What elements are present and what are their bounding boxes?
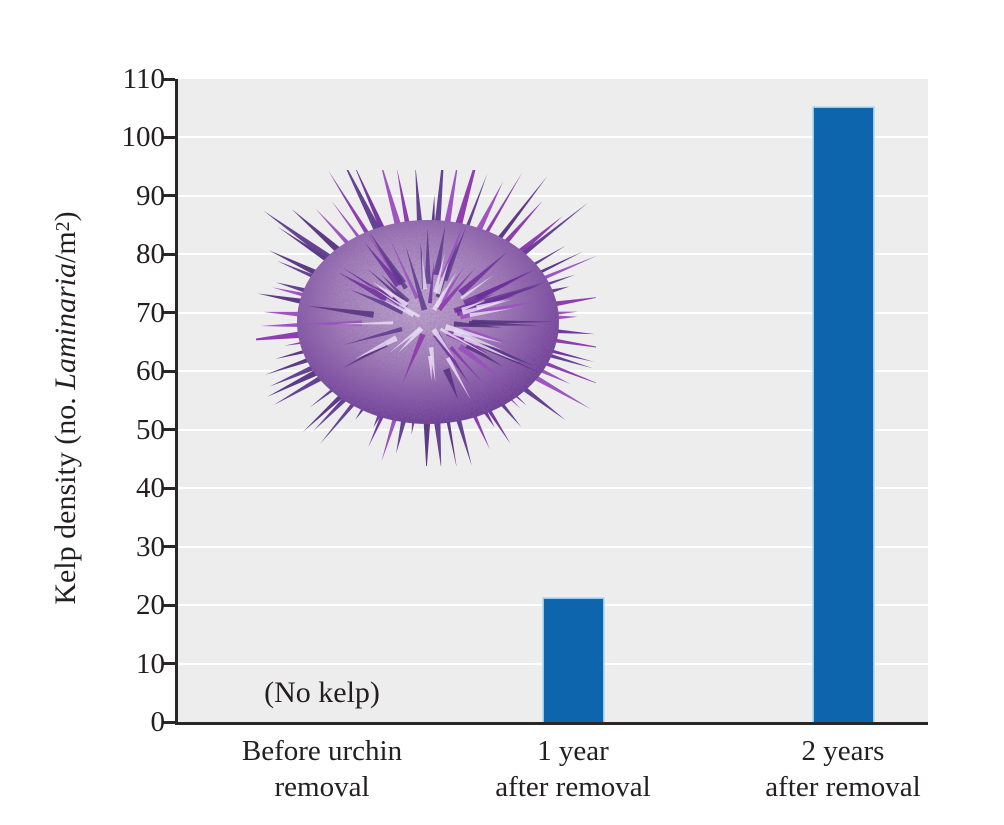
y-tick-label-50: 50 (136, 413, 165, 446)
bar-category-1 (543, 599, 603, 722)
x-category-line: 1 year (537, 735, 609, 767)
y-tick-label-10: 10 (136, 647, 165, 680)
gridline-90 (178, 194, 928, 197)
y-tick-label-0: 0 (150, 706, 166, 738)
y-tick-label-90: 90 (136, 179, 165, 212)
y-tick-label-20: 20 (136, 589, 165, 622)
y-tick-0 (163, 720, 175, 724)
x-category-line: Before urchin (241, 735, 403, 767)
y-axis-title-part: 2 (52, 221, 74, 232)
bar-category-2 (813, 108, 873, 722)
annotation-no-kelp: (No kelp) (264, 675, 380, 709)
y-tick-label-70: 70 (136, 296, 165, 329)
gridline-30 (178, 545, 928, 548)
y-tick-label-110: 110 (122, 63, 165, 95)
x-category-label-1: 1 year after removal (495, 733, 650, 805)
x-category-line: removal (274, 771, 370, 803)
y-tick-50 (163, 428, 175, 432)
y-tick-label-60: 60 (136, 355, 165, 388)
y-tick-label-40: 40 (136, 472, 165, 505)
x-axis-line (175, 722, 928, 725)
y-tick-90 (163, 194, 175, 198)
y-tick-40 (163, 486, 175, 490)
y-tick-10 (163, 662, 175, 666)
plot-area: (No kelp) (178, 79, 928, 722)
y-axis-line (175, 79, 178, 725)
y-tick-100 (163, 135, 175, 139)
y-tick-30 (163, 545, 175, 549)
gridline-40 (178, 487, 928, 490)
y-tick-label-100: 100 (121, 121, 166, 154)
y-axis-title-part: ) (49, 211, 82, 222)
y-tick-label-30: 30 (136, 530, 165, 563)
x-category-line: after removal (495, 771, 651, 803)
y-tick-110 (163, 77, 175, 81)
y-tick-60 (163, 369, 175, 373)
y-tick-70 (163, 311, 175, 315)
x-category-label-0: Before urchin removal (242, 733, 402, 805)
y-tick-label-80: 80 (136, 238, 165, 271)
y-tick-80 (163, 252, 175, 256)
x-category-line: after removal (765, 771, 921, 803)
x-category-line: 2 years (801, 735, 885, 767)
x-category-label-2: 2 years after removal (765, 733, 920, 805)
y-tick-20 (163, 603, 175, 607)
gridline-50 (178, 428, 928, 431)
gridline-100 (178, 136, 928, 139)
